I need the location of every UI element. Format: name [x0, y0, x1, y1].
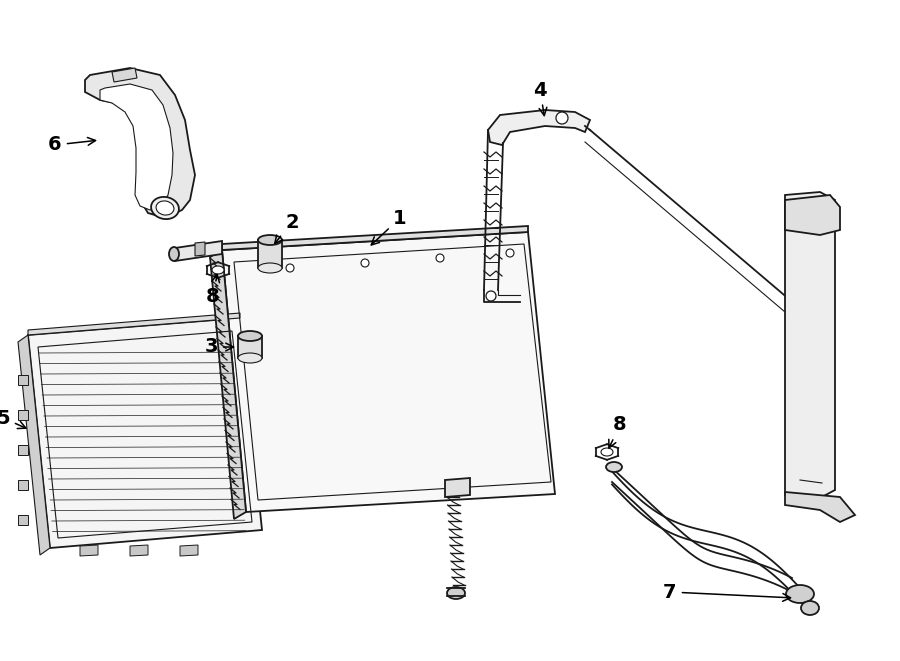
Polygon shape — [210, 250, 246, 519]
Polygon shape — [112, 68, 137, 82]
Polygon shape — [130, 545, 148, 556]
Polygon shape — [258, 240, 282, 268]
Ellipse shape — [601, 448, 613, 456]
Polygon shape — [488, 110, 590, 145]
Polygon shape — [28, 318, 262, 548]
Circle shape — [361, 259, 369, 267]
Polygon shape — [785, 195, 840, 235]
Ellipse shape — [258, 235, 282, 245]
Polygon shape — [785, 192, 835, 498]
Circle shape — [506, 249, 514, 257]
Polygon shape — [28, 313, 240, 335]
Ellipse shape — [151, 197, 179, 219]
Polygon shape — [18, 480, 28, 490]
Polygon shape — [222, 226, 528, 250]
Polygon shape — [18, 515, 28, 525]
Circle shape — [556, 112, 568, 124]
Ellipse shape — [447, 587, 465, 599]
Ellipse shape — [801, 601, 819, 615]
Ellipse shape — [169, 247, 179, 261]
Polygon shape — [80, 545, 98, 556]
Polygon shape — [100, 84, 173, 210]
Polygon shape — [238, 336, 262, 358]
Text: 5: 5 — [0, 408, 26, 428]
Ellipse shape — [238, 353, 262, 363]
Text: 8: 8 — [206, 274, 220, 305]
Polygon shape — [18, 375, 28, 385]
Polygon shape — [18, 445, 28, 455]
Ellipse shape — [258, 263, 282, 273]
Ellipse shape — [238, 331, 262, 341]
Polygon shape — [445, 478, 470, 497]
Text: 4: 4 — [533, 81, 547, 116]
Polygon shape — [180, 545, 198, 556]
Circle shape — [436, 254, 444, 262]
Text: 7: 7 — [663, 582, 790, 602]
Text: 2: 2 — [274, 212, 299, 243]
Circle shape — [486, 291, 496, 301]
Polygon shape — [785, 492, 855, 522]
Ellipse shape — [156, 201, 174, 215]
Text: 1: 1 — [372, 208, 407, 245]
Polygon shape — [18, 410, 28, 420]
Text: 6: 6 — [49, 136, 95, 155]
Circle shape — [286, 264, 294, 272]
Ellipse shape — [606, 462, 622, 472]
Polygon shape — [18, 335, 50, 555]
Text: 8: 8 — [608, 416, 626, 448]
Text: 3: 3 — [204, 338, 233, 356]
Ellipse shape — [212, 266, 224, 274]
Polygon shape — [195, 242, 205, 256]
Polygon shape — [85, 68, 195, 218]
Ellipse shape — [786, 585, 814, 603]
Polygon shape — [222, 232, 555, 512]
Polygon shape — [175, 241, 222, 261]
